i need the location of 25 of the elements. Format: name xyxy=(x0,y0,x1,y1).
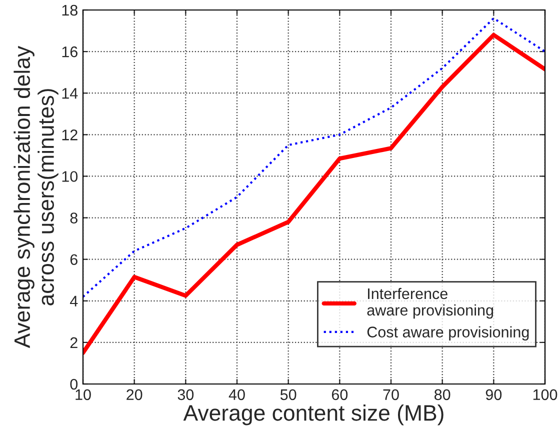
x-axis-title: Average content size (MB) xyxy=(183,404,444,426)
x-tick-label: 50 xyxy=(280,389,296,400)
line-series xyxy=(83,32,545,355)
x-tick-label: 20 xyxy=(126,389,142,400)
x-tick-label: 60 xyxy=(332,389,348,400)
x-tick-label: 70 xyxy=(383,389,399,400)
y-tick-label: 2 xyxy=(70,337,78,348)
legend-label: Interference aware provisioning xyxy=(367,288,494,319)
y-tick-label: 4 xyxy=(70,296,78,306)
y-tick-label: 0 xyxy=(70,378,78,390)
legend-label: Cost aware provisioning xyxy=(367,326,529,340)
y-tick-label: 6 xyxy=(70,254,78,266)
x-tick-label: 80 xyxy=(434,389,450,400)
x-tick-label: 40 xyxy=(228,389,245,400)
y-tick-label: 10 xyxy=(62,171,78,182)
y-tick-label: 8 xyxy=(70,212,78,224)
x-tick-label: 30 xyxy=(178,389,194,400)
line-series xyxy=(83,17,545,298)
y-tick-label: 16 xyxy=(62,46,78,58)
x-tick-label: 100 xyxy=(533,389,558,400)
y-tick-label: 12 xyxy=(62,130,78,140)
y-tick-label: 14 xyxy=(62,88,78,99)
y-tick-label: 18 xyxy=(62,4,78,16)
x-tick-label: 90 xyxy=(486,389,502,400)
y-axis-title: Average synchronization delay across users(minutes) xyxy=(14,46,58,348)
